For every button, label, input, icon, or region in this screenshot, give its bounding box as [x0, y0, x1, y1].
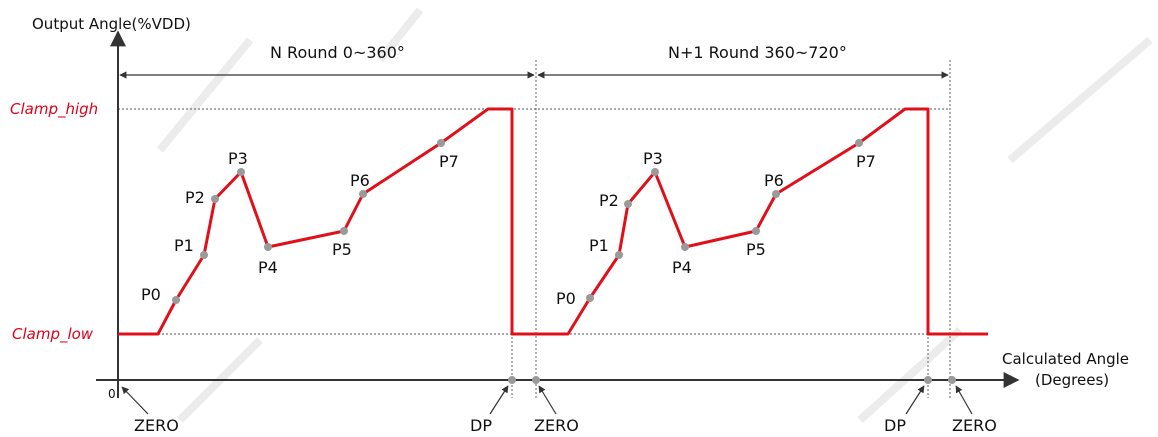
axis-markers: ZERO DP ZERO DP ZERO: [121, 376, 997, 435]
point-p3-round1: [237, 168, 245, 176]
point-p1-round1: [200, 251, 208, 259]
dp2-pointer: [905, 385, 925, 415]
zero1-label: ZERO: [134, 416, 179, 435]
label-p6-round1: P6: [350, 171, 370, 190]
y-axis-label: Output Angle(%VDD): [32, 15, 191, 33]
point-p2-round2: [624, 200, 632, 208]
label-p3-round2: P3: [643, 149, 663, 168]
point-p7-round1: [437, 139, 445, 147]
point-p1-round2: [615, 251, 623, 259]
points-round2: P0 P1 P2 P3 P4 P5 P6 P7: [556, 139, 876, 308]
point-p4-round2: [681, 243, 689, 251]
point-p6-round2: [772, 190, 780, 198]
label-p5-round2: P5: [746, 240, 766, 259]
clamp-high-label: Clamp_high: [10, 100, 98, 119]
output-curve-round2: [536, 107, 988, 336]
point-p3-round2: [651, 168, 659, 176]
zero3-marker: [948, 376, 956, 384]
dp2-marker: [924, 376, 932, 384]
label-p4-round2: P4: [672, 258, 692, 277]
label-p4-round1: P4: [258, 258, 278, 277]
points-round1: P0 P1 P2 P3 P4 P5 P6 P7: [141, 139, 459, 304]
label-p6-round2: P6: [764, 171, 784, 190]
label-p2-round2: P2: [599, 191, 619, 210]
label-p2-round1: P2: [185, 188, 205, 207]
point-p4-round1: [264, 243, 272, 251]
origin-label: 0: [108, 387, 116, 401]
point-p5-round1: [340, 227, 348, 235]
dp1-pointer: [489, 385, 509, 415]
dp2-label: DP: [884, 416, 906, 435]
dp1-label: DP: [470, 416, 492, 435]
zero2-pointer: [538, 385, 557, 415]
point-p2-round1: [211, 195, 219, 203]
label-p3-round1: P3: [228, 149, 248, 168]
x-axis-label-line2: (Degrees): [1035, 371, 1109, 389]
label-p1-round1: P1: [174, 236, 194, 255]
point-p6-round1: [359, 190, 367, 198]
point-p0-round1: [172, 296, 180, 304]
zero2-marker: [532, 376, 540, 384]
zero2-label: ZERO: [534, 416, 579, 435]
output-curve-round1: [118, 107, 536, 336]
point-p5-round2: [752, 227, 760, 235]
point-p7-round2: [855, 139, 863, 147]
point-p0-round2: [586, 294, 594, 302]
label-p0-round2: P0: [556, 289, 576, 308]
clamp-low-label: Clamp_low: [12, 325, 94, 344]
x-axis-label-line1: Calculated Angle: [1002, 350, 1129, 368]
label-p0-round1: P0: [141, 285, 161, 304]
zero3-label: ZERO: [952, 416, 997, 435]
dp1-marker: [508, 376, 516, 384]
label-p7-round1: P7: [439, 152, 459, 171]
zero3-pointer: [955, 385, 973, 415]
round1-label: N Round 0~360°: [270, 43, 405, 62]
label-p5-round1: P5: [332, 240, 352, 259]
round2-label: N+1 Round 360~720°: [668, 43, 847, 62]
label-p1-round2: P1: [589, 236, 609, 255]
label-p7-round2: P7: [856, 152, 876, 171]
zero1-pointer: [121, 386, 149, 415]
